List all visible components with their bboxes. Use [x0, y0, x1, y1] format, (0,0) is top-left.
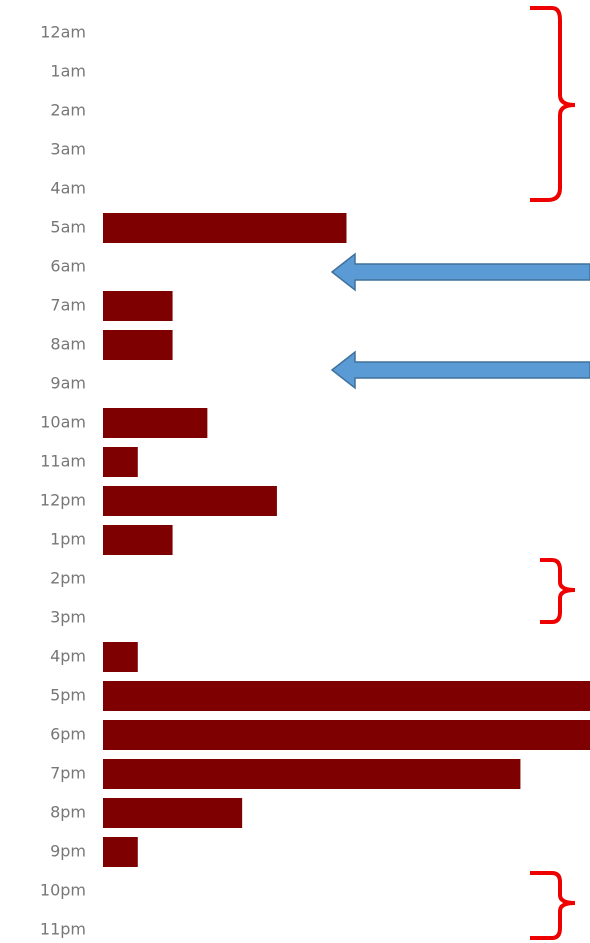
- y-tick-label: 10am: [40, 413, 86, 432]
- y-tick-label: 11am: [40, 452, 86, 471]
- y-tick-label: 6pm: [50, 725, 86, 744]
- y-tick-label: 2am: [50, 101, 86, 120]
- blue-arrow: [330, 350, 590, 390]
- y-tick-label: 9pm: [50, 842, 86, 861]
- bar: [103, 525, 173, 555]
- bar: [103, 330, 173, 360]
- y-tick-label: 7am: [50, 296, 86, 315]
- y-tick-label: 10pm: [40, 881, 86, 900]
- blue-arrow: [330, 252, 590, 292]
- y-tick-label: 2pm: [50, 569, 86, 588]
- bar: [103, 213, 347, 243]
- red-brace: [540, 558, 576, 624]
- red-brace: [530, 6, 576, 202]
- bar: [103, 798, 243, 828]
- bar: [103, 642, 138, 672]
- bar: [103, 486, 277, 516]
- bar: [103, 291, 173, 321]
- y-tick-label: 4pm: [50, 647, 86, 666]
- y-tick-label: 1am: [50, 62, 86, 81]
- y-tick-label: 1pm: [50, 530, 86, 549]
- bar: [103, 681, 590, 711]
- y-tick-label: 8am: [50, 335, 86, 354]
- y-tick-label: 5pm: [50, 686, 86, 705]
- bar: [103, 408, 208, 438]
- y-tick-label: 4am: [50, 179, 86, 198]
- y-tick-label: 11pm: [40, 920, 86, 939]
- y-tick-label: 3pm: [50, 608, 86, 627]
- y-tick-label: 3am: [50, 140, 86, 159]
- y-tick-label: 6am: [50, 257, 86, 276]
- bar: [103, 720, 590, 750]
- y-tick-label: 9am: [50, 374, 86, 393]
- y-tick-label: 12pm: [40, 491, 86, 510]
- annotations: [330, 6, 590, 940]
- y-tick-label: 8pm: [50, 803, 86, 822]
- y-tick-label: 5am: [50, 218, 86, 237]
- red-brace: [530, 871, 576, 940]
- bar: [103, 837, 138, 867]
- bar: [103, 759, 521, 789]
- y-tick-label: 7pm: [50, 764, 86, 783]
- y-tick-label: 12am: [40, 23, 86, 42]
- bar: [103, 447, 138, 477]
